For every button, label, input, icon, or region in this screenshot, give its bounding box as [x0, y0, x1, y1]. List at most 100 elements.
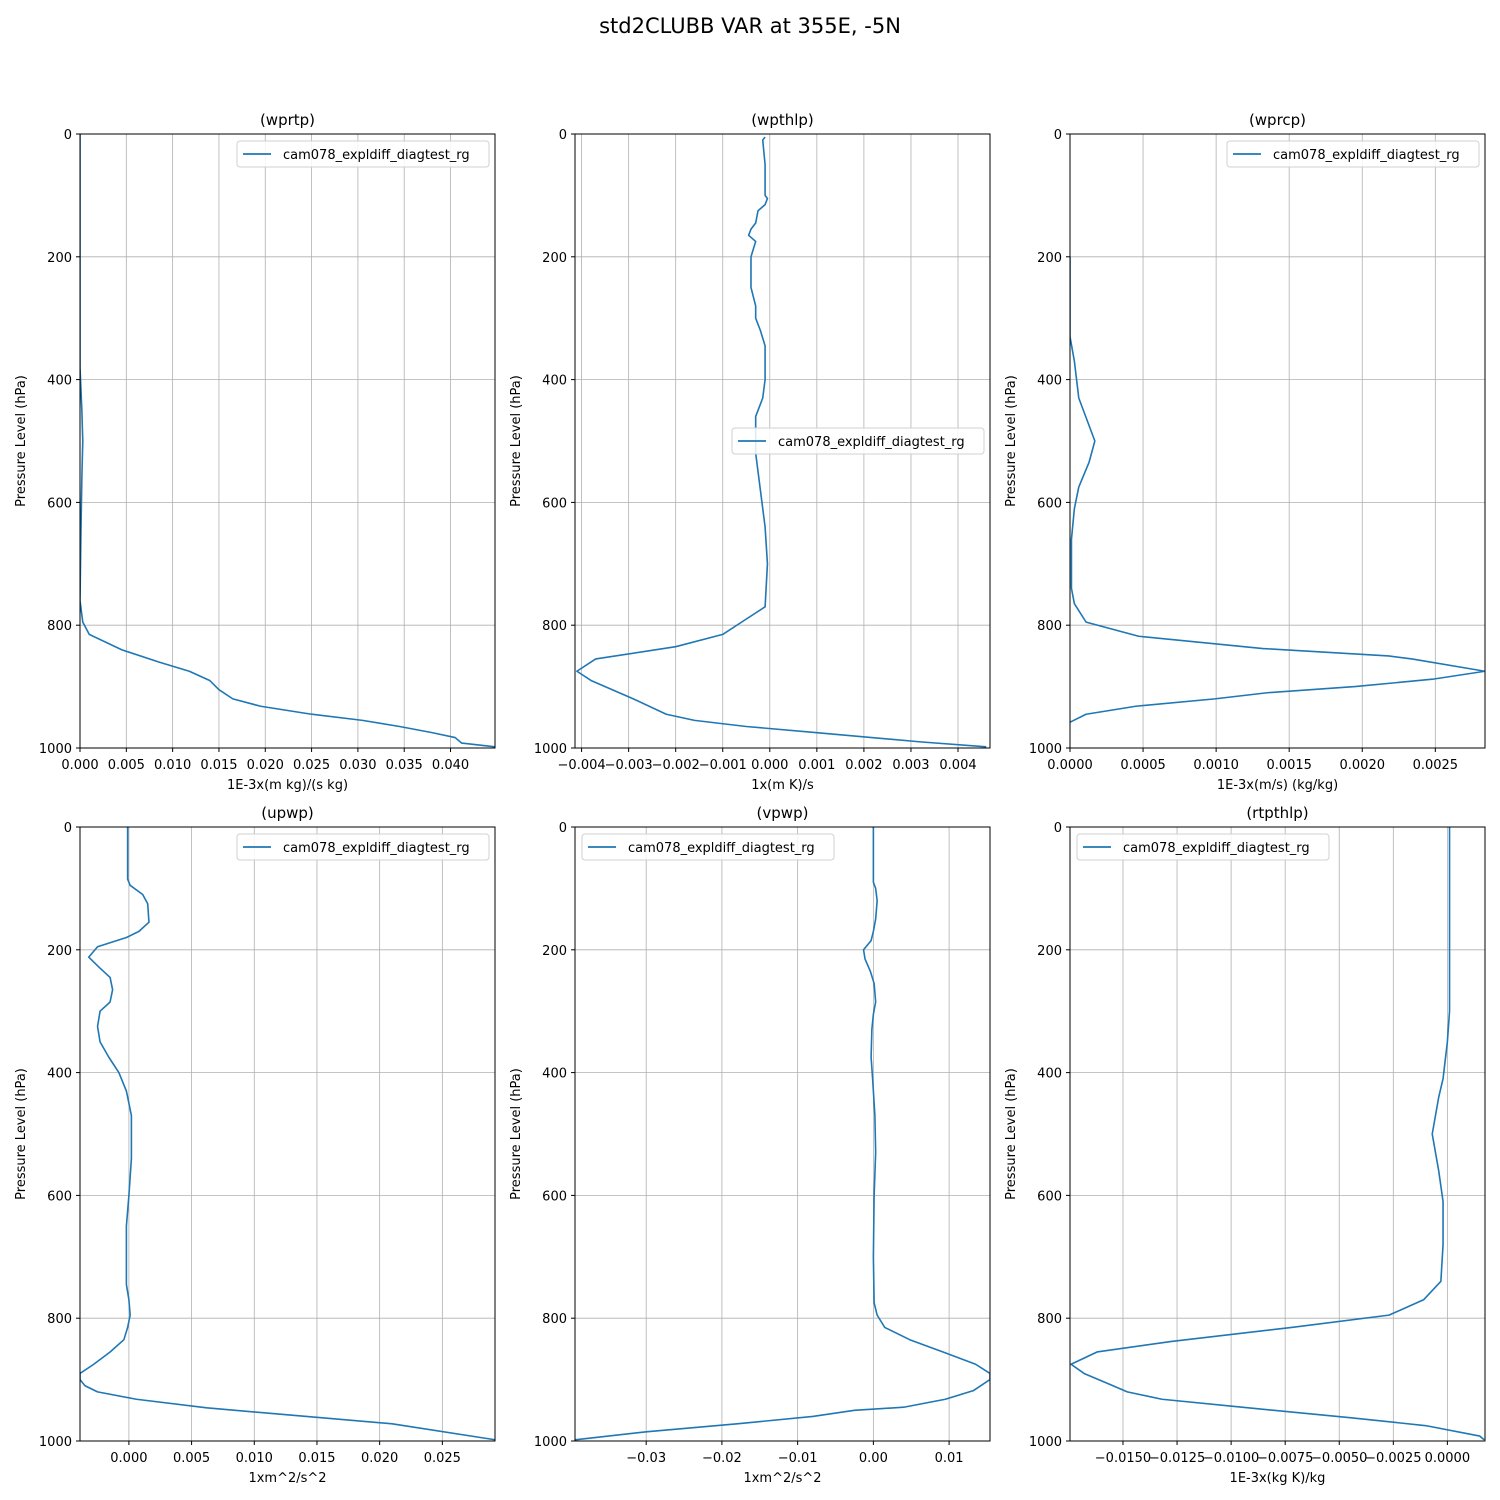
- x-tick-label: 0.015: [200, 758, 237, 773]
- x-axis-label: 1xm^2/s^2: [248, 1471, 326, 1486]
- y-tick-label: 200: [542, 251, 567, 266]
- y-tick-label: 800: [1037, 619, 1062, 634]
- x-tick-label: −0.001: [699, 758, 747, 773]
- subplot-title: (wprtp): [260, 111, 315, 129]
- y-tick-label: 1000: [39, 742, 72, 757]
- x-tick-label: −0.03: [626, 1451, 666, 1466]
- y-tick-label: 800: [1037, 1312, 1062, 1327]
- x-tick-label: 0.002: [845, 758, 882, 773]
- x-axis-label: 1E-3x(m kg)/(s kg): [227, 778, 348, 793]
- subplot-6: −0.0150−0.0125−0.0100−0.0075−0.0050−0.00…: [1004, 804, 1486, 1486]
- x-tick-label: 0.020: [361, 1451, 398, 1466]
- legend-label: cam078_expldiff_diagtest_rg: [628, 841, 815, 856]
- y-tick-label: 400: [1037, 374, 1062, 389]
- axes-frame: [1069, 826, 1486, 1442]
- x-tick-label: 0.004: [939, 758, 976, 773]
- subplot-title: (upwp): [261, 804, 314, 822]
- y-tick-label: 0: [559, 128, 567, 143]
- y-tick-label: 0: [1054, 128, 1062, 143]
- y-axis-label: Pressure Level (hPa): [1004, 1068, 1019, 1200]
- x-axis-label: 1xm^2/s^2: [743, 1471, 821, 1486]
- subplot-2: −0.004−0.003−0.002−0.001 0.000 0.001 0.002 0…: [509, 111, 991, 793]
- series-line: [1070, 256, 1485, 723]
- subplot-title: (wpthlp): [751, 111, 814, 129]
- subplot-title: (wprcp): [1249, 111, 1306, 129]
- y-tick-label: 0: [559, 821, 567, 836]
- y-tick-label: 600: [542, 496, 567, 511]
- legend: cam078_expldiff_diagtest_rg: [236, 140, 490, 168]
- subplot-5: −0.03 −0.02 −0.01 0.00 0.01 0 200 400 600 800 1000…: [509, 804, 991, 1486]
- x-axis-label: 1E-3x(kg K)/kg: [1230, 1471, 1326, 1486]
- x-tick-label: 0.040: [432, 758, 469, 773]
- y-tick-label: 0: [1054, 821, 1062, 836]
- legend: cam078_expldiff_diagtest_rg: [731, 427, 985, 455]
- x-tick-label: 0.0005: [1120, 758, 1166, 773]
- subplot-title: (rtpthlp): [1246, 804, 1308, 822]
- y-tick-label: 400: [542, 374, 567, 389]
- subplot-title: (vpwp): [757, 804, 809, 822]
- x-tick-label: −0.0025: [1365, 1451, 1421, 1466]
- legend-box: [236, 140, 490, 168]
- x-tick-label: 0.003: [892, 758, 929, 773]
- legend-label: cam078_expldiff_diagtest_rg: [283, 148, 470, 163]
- y-tick-label: 400: [47, 374, 72, 389]
- series-line: [576, 136, 987, 748]
- x-tick-label: 0.0000: [1047, 758, 1093, 773]
- x-tick-label: 0.000: [110, 1451, 147, 1466]
- axes-frame: [574, 826, 991, 1442]
- x-tick-label: −0.0125: [1149, 1451, 1205, 1466]
- x-tick-label: 0.005: [173, 1451, 210, 1466]
- x-tick-label: 0.025: [424, 1451, 461, 1466]
- legend: cam078_expldiff_diagtest_rg: [581, 833, 835, 861]
- x-tick-label: 0.0025: [1413, 758, 1459, 773]
- y-tick-label: 200: [1037, 944, 1062, 959]
- subplot-1: 0.000 0.005 0.010 0.015 0.020 0.025 0.030 0.035…: [14, 111, 496, 793]
- y-axis-label: Pressure Level (hPa): [14, 1068, 29, 1200]
- y-axis-label: Pressure Level (hPa): [509, 375, 524, 507]
- legend-box: [581, 833, 835, 861]
- axes-frame: [574, 133, 991, 749]
- x-tick-label: 0.035: [386, 758, 423, 773]
- x-tick-label: 0.000: [751, 758, 788, 773]
- x-tick-label: 0.0010: [1193, 758, 1239, 773]
- series-line: [80, 827, 495, 1441]
- x-axis-label: 1x(m K)/s: [751, 778, 814, 793]
- x-tick-label: −0.004: [558, 758, 606, 773]
- x-tick-label: 0.020: [247, 758, 284, 773]
- x-tick-label: 0.0015: [1266, 758, 1312, 773]
- y-tick-label: 600: [47, 1189, 72, 1204]
- y-tick-label: 0: [64, 128, 72, 143]
- y-tick-label: 600: [1037, 1189, 1062, 1204]
- subplot-3: 0.0000 0.0005 0.0010 0.0015 0.0020 0.0025 0 200…: [1004, 111, 1486, 793]
- legend-box: [1076, 833, 1330, 861]
- legend-box: [236, 833, 490, 861]
- y-tick-label: 1000: [1029, 1435, 1062, 1450]
- y-tick-label: 400: [1037, 1067, 1062, 1082]
- legend: cam078_expldiff_diagtest_rg: [1226, 140, 1480, 168]
- y-tick-label: 1000: [39, 1435, 72, 1450]
- legend: cam078_expldiff_diagtest_rg: [236, 833, 490, 861]
- legend-label: cam078_expldiff_diagtest_rg: [1273, 148, 1460, 163]
- x-tick-label: 0.001: [798, 758, 835, 773]
- series-line: [1070, 827, 1485, 1441]
- y-axis-label: Pressure Level (hPa): [1004, 375, 1019, 507]
- y-axis-label: Pressure Level (hPa): [509, 1068, 524, 1200]
- y-tick-label: 800: [542, 619, 567, 634]
- x-tick-label: 0.010: [236, 1451, 273, 1466]
- y-tick-label: 600: [1037, 496, 1062, 511]
- x-tick-label: 0.0000: [1425, 1451, 1471, 1466]
- y-tick-label: 400: [542, 1067, 567, 1082]
- y-tick-label: 800: [47, 619, 72, 634]
- y-tick-label: 0: [64, 821, 72, 836]
- x-tick-label: 0.010: [154, 758, 191, 773]
- axes-frame: [1069, 133, 1486, 749]
- y-tick-label: 200: [47, 251, 72, 266]
- x-tick-label: 0.005: [108, 758, 145, 773]
- axes-frame: [79, 826, 496, 1442]
- x-axis-label: 1E-3x(m/s) (kg/kg): [1217, 778, 1338, 793]
- series-line: [575, 827, 990, 1441]
- y-tick-label: 800: [542, 1312, 567, 1327]
- series-line: [80, 134, 495, 748]
- subplot-4: 0.000 0.005 0.010 0.015 0.020 0.025 0 200 400 600…: [14, 804, 496, 1486]
